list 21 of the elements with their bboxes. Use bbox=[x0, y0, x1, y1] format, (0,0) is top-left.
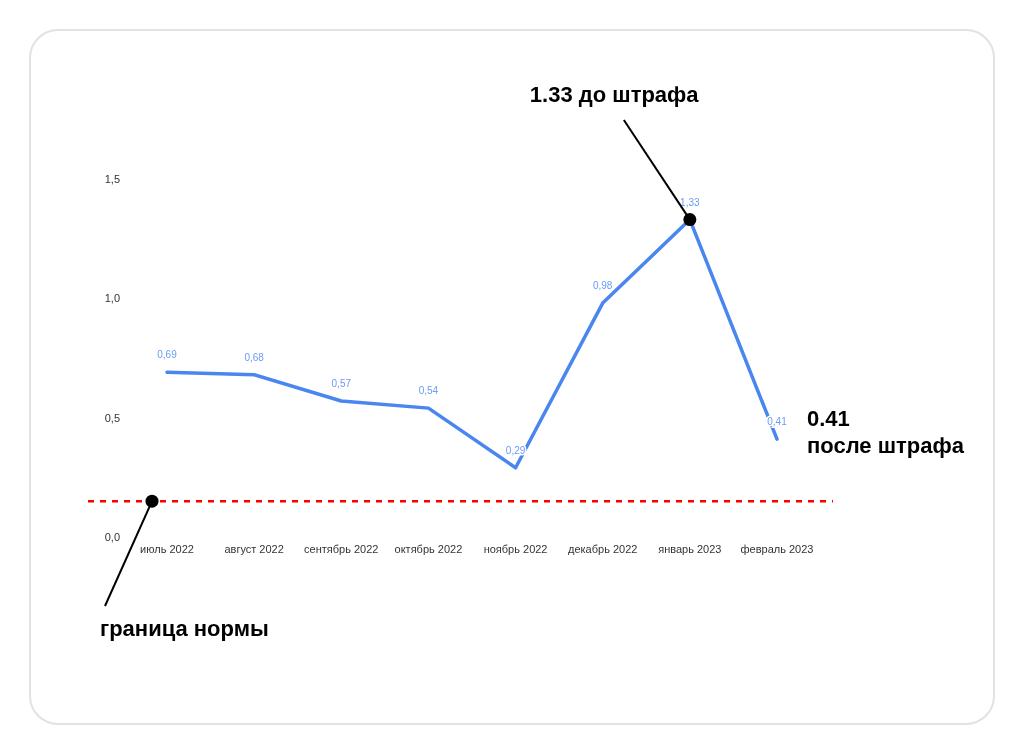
y-tick-label: 0,5 bbox=[104, 411, 120, 424]
data-label: 0,69 bbox=[157, 349, 178, 361]
y-tick-label: 1,5 bbox=[104, 173, 120, 185]
annotation: 0.41 после штрафа bbox=[807, 406, 965, 459]
x-tick-label: февраль 2023 bbox=[740, 543, 814, 555]
x-tick-label: сентябрь 2022 bbox=[304, 543, 379, 555]
x-tick-label: декабрь 2022 bbox=[568, 543, 638, 555]
annotation: 1.33 до штрафа bbox=[529, 82, 700, 107]
data-label: 1,33 bbox=[680, 196, 701, 208]
data-label: 0,57 bbox=[331, 377, 352, 389]
data-label: 0,54 bbox=[418, 385, 439, 397]
x-tick-label: июль 2022 bbox=[140, 543, 194, 555]
y-tick-label: 1,0 bbox=[104, 292, 120, 305]
ref-line-label: граница нормы bbox=[100, 616, 269, 641]
y-tick-label: 0,0 bbox=[104, 531, 120, 543]
x-tick-label: август 2022 bbox=[224, 543, 284, 555]
data-label: 0,98 bbox=[592, 280, 613, 292]
x-tick-label: октябрь 2022 bbox=[394, 543, 463, 555]
x-tick-label: ноябрь 2022 bbox=[483, 543, 548, 555]
x-tick-label: январь 2023 bbox=[658, 543, 722, 555]
data-label: 0,68 bbox=[244, 351, 265, 363]
